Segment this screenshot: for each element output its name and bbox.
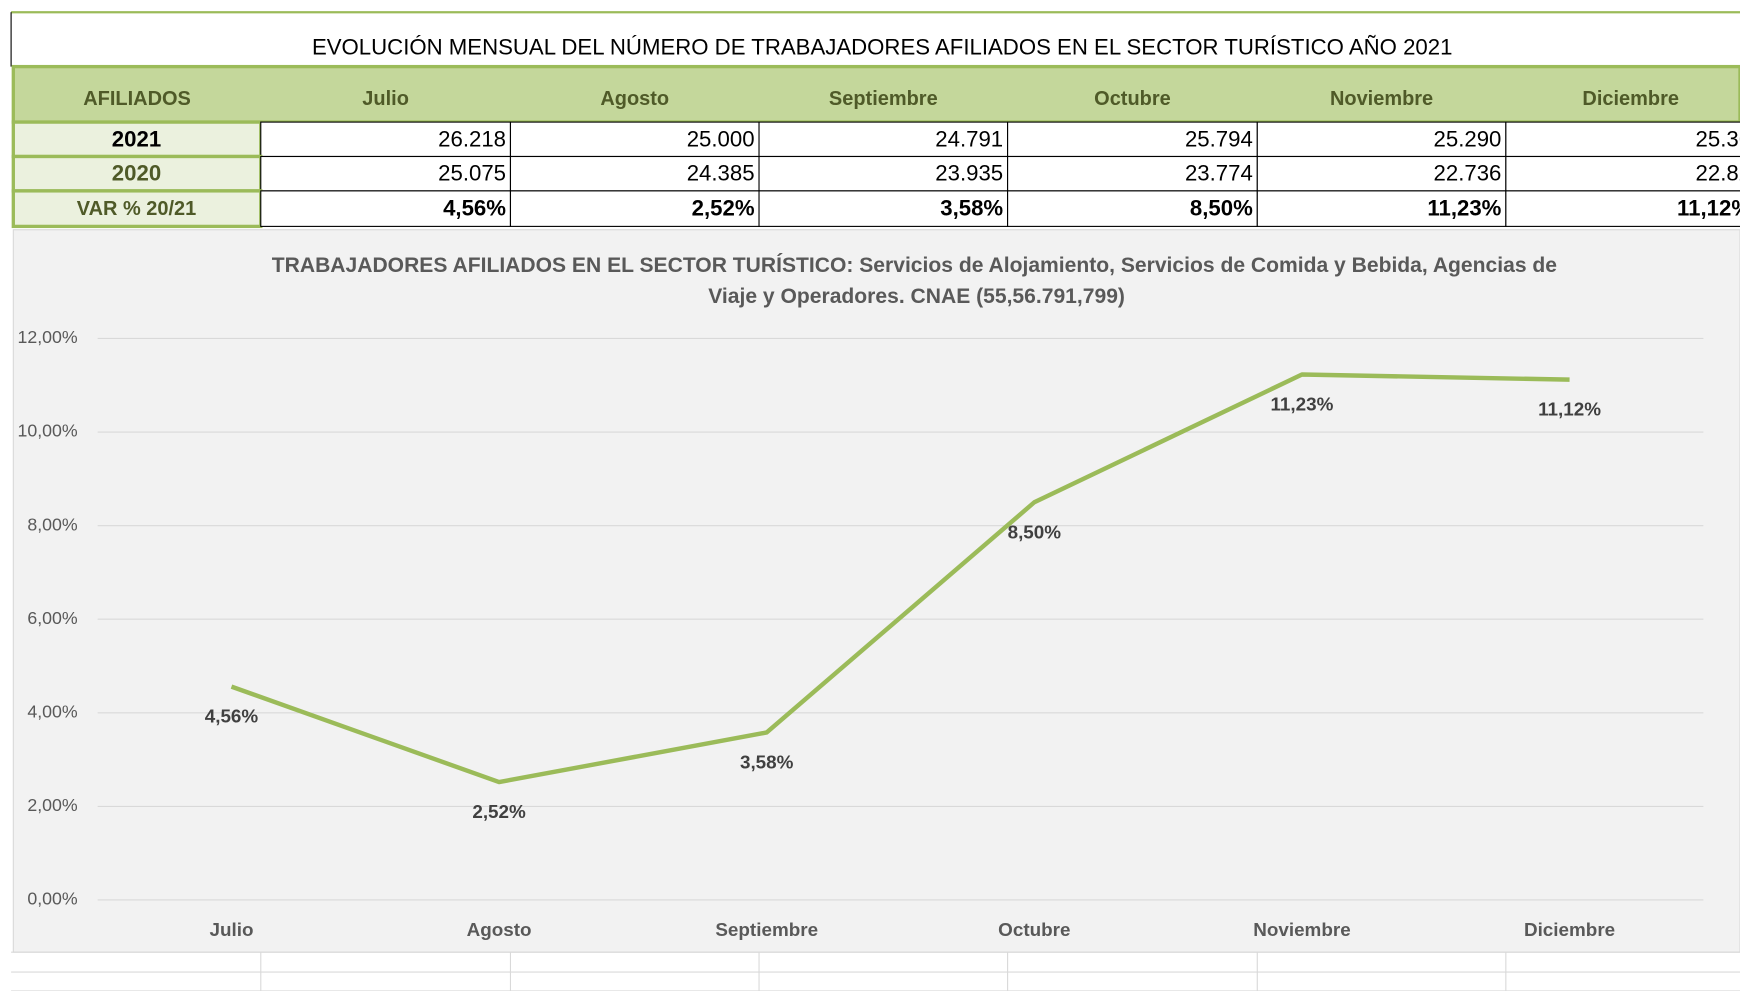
data-label: 2,52%: [472, 801, 526, 822]
y-tick-label: 2,00%: [27, 795, 78, 815]
table: AFILIADOS Julio Agosto Septiembre Octubre Nov…: [11, 64, 1740, 229]
line: [230, 372, 1570, 785]
cell: [509, 155, 760, 192]
cell-value: 25.794: [1185, 126, 1253, 151]
cell-value: 24.791: [935, 126, 1003, 151]
cell: [1505, 155, 1740, 192]
chart-title-line-1: TRABAJADORES AFILIADOS EN EL SECTOR TURÍ…: [272, 254, 1557, 277]
data-label: 8,50%: [1008, 521, 1062, 542]
y-tick-label: 10,00%: [17, 421, 77, 441]
cell: [509, 121, 760, 158]
cell: [1007, 121, 1258, 158]
header-cell: Septiembre: [829, 88, 938, 110]
data-label: 11,23%: [1270, 394, 1333, 415]
cell: [1007, 155, 1258, 192]
y-tick-label: 4,00%: [27, 702, 78, 722]
row-label-cell: [11, 154, 263, 193]
cell: [1007, 190, 1258, 227]
x-tick-label: Julio: [209, 919, 253, 940]
header-cell: AFILIADOS: [83, 88, 191, 110]
cell-value: 22.82: [1696, 161, 1740, 186]
cell: [509, 190, 760, 227]
chart-title-line-2: Viaje y Operadores. CNAE (55,56.791,799): [708, 285, 1125, 308]
cell-value: 25.075: [438, 161, 506, 186]
cell: [758, 190, 1009, 227]
data-label: 4,56%: [205, 706, 259, 727]
header-cell: Octubre: [1094, 88, 1171, 110]
y-tick-label: 6,00%: [27, 608, 78, 628]
data-label: 3,58%: [740, 752, 794, 773]
cell-value: 11,12%: [1677, 196, 1740, 221]
row-label: 2021: [112, 126, 161, 151]
row-label: VAR % 20/21: [77, 198, 197, 220]
cell: [260, 155, 512, 192]
cell-value: 23.935: [935, 161, 1003, 186]
cell-value: 8,50%: [1190, 196, 1253, 221]
header-cell: Julio: [362, 88, 409, 110]
cell-value: 4,56%: [443, 196, 506, 221]
x-tick-label: Diciembre: [1524, 919, 1615, 940]
cell-value: 25.000: [687, 126, 755, 151]
x-tick-label: Noviembre: [1253, 919, 1350, 940]
cell: [1505, 121, 1740, 158]
cell-value: 2,52%: [692, 196, 755, 221]
cell-value: 22.736: [1434, 161, 1502, 186]
header-cell: Agosto: [600, 88, 669, 110]
y-tick-label: 12,00%: [17, 327, 77, 347]
row-label-cell: [11, 189, 263, 229]
cell-value: 26.218: [438, 126, 506, 151]
data-label: 11,12%: [1538, 399, 1601, 420]
x-tick-label: Septiembre: [715, 919, 818, 940]
x-tick-label: Octubre: [998, 919, 1070, 940]
cell: [1505, 190, 1740, 227]
cell-value: 25.36: [1696, 126, 1740, 151]
cell-value: 23.774: [1185, 161, 1253, 186]
row-label: 2020: [112, 161, 161, 186]
cell: [260, 190, 512, 227]
header-cell: Diciembre: [1582, 88, 1679, 110]
cell-value: 11,23%: [1427, 196, 1501, 221]
cell-value: 3,58%: [940, 196, 1003, 221]
chart-area: [12, 229, 1740, 953]
table-title: EVOLUCIÓN MENSUAL DEL NÚMERO DE TRABAJAD…: [312, 35, 1452, 60]
x-tick-label: Agosto: [467, 919, 532, 940]
cell-value: 25.290: [1434, 126, 1502, 151]
header-cell: Noviembre: [1330, 88, 1433, 110]
cell-value: 24.385: [687, 161, 755, 186]
y-tick-label: 8,00%: [27, 514, 78, 534]
y-tick-label: 0,00%: [27, 889, 78, 909]
